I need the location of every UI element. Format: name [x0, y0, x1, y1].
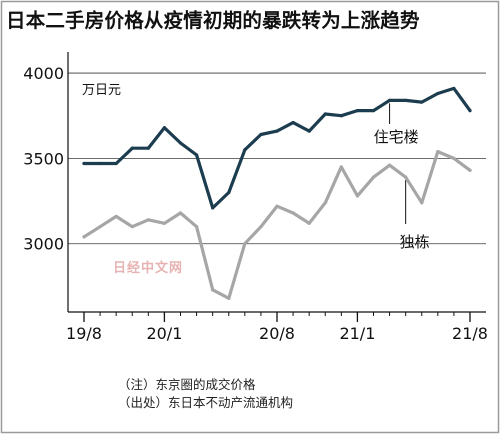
chart-title: 日本二手房价格从疫情初期的暴跌转为上涨趋势 [6, 9, 420, 32]
data-point [178, 141, 183, 145]
data-point [387, 98, 392, 102]
x-tick-label: 19/8 [66, 324, 102, 343]
data-point [211, 206, 215, 210]
data-point [82, 235, 86, 239]
data-point [146, 218, 150, 222]
data-point [98, 225, 102, 229]
data-point [275, 204, 279, 208]
data-point [452, 156, 456, 160]
data-point [259, 132, 263, 137]
data-point [130, 225, 134, 229]
data-point [420, 201, 424, 205]
data-point [98, 161, 102, 166]
data-point [259, 225, 263, 229]
data-point [178, 211, 183, 215]
watermark: 日经中文网 [113, 260, 183, 276]
data-point [468, 109, 472, 113]
data-point [355, 109, 360, 113]
y-tick-label: 4000 [23, 64, 64, 83]
data-point [468, 168, 472, 172]
note-source: （出处）东日本不动产流通机构 [118, 395, 294, 410]
data-point [162, 221, 167, 225]
data-point [227, 190, 231, 195]
data-point [114, 161, 118, 166]
x-tick-label: 20/8 [259, 324, 295, 343]
series-line-house [82, 150, 472, 300]
data-point [243, 148, 247, 152]
data-point [162, 126, 167, 130]
data-point [420, 100, 424, 104]
data-point [291, 120, 295, 125]
data-point [404, 175, 408, 179]
data-point [436, 149, 440, 154]
y-tick-label: 3500 [23, 149, 64, 168]
y-unit-label: 万日元 [82, 83, 121, 98]
data-point [130, 146, 134, 150]
data-point [355, 194, 360, 198]
series-label-condo: 住宅楼 [374, 128, 419, 146]
data-point [323, 112, 327, 116]
data-point [436, 91, 440, 96]
data-point [387, 163, 392, 167]
x-tick-label: 20/1 [146, 324, 182, 343]
data-point [339, 165, 343, 169]
data-point [404, 98, 408, 102]
data-point [307, 221, 311, 225]
data-point [275, 129, 279, 133]
note-tokyo-area: （注）东京圈的成交价格 [118, 377, 256, 392]
data-point [452, 86, 456, 91]
data-point [323, 201, 327, 205]
y-tick-label: 3000 [23, 235, 64, 254]
data-point [339, 114, 343, 118]
data-point [194, 153, 199, 157]
data-point [211, 288, 215, 292]
series-label-house: 独栋 [400, 233, 430, 251]
data-point [82, 161, 86, 166]
data-point [291, 211, 295, 215]
data-point [307, 129, 311, 133]
data-point [146, 146, 150, 150]
x-tick-label: 21/1 [339, 324, 375, 343]
data-point [371, 175, 376, 179]
data-point [227, 296, 231, 300]
data-point [114, 214, 118, 219]
x-tick-label: 21/8 [452, 324, 488, 343]
data-point [194, 225, 199, 229]
data-point [371, 109, 376, 113]
data-point [243, 242, 247, 246]
